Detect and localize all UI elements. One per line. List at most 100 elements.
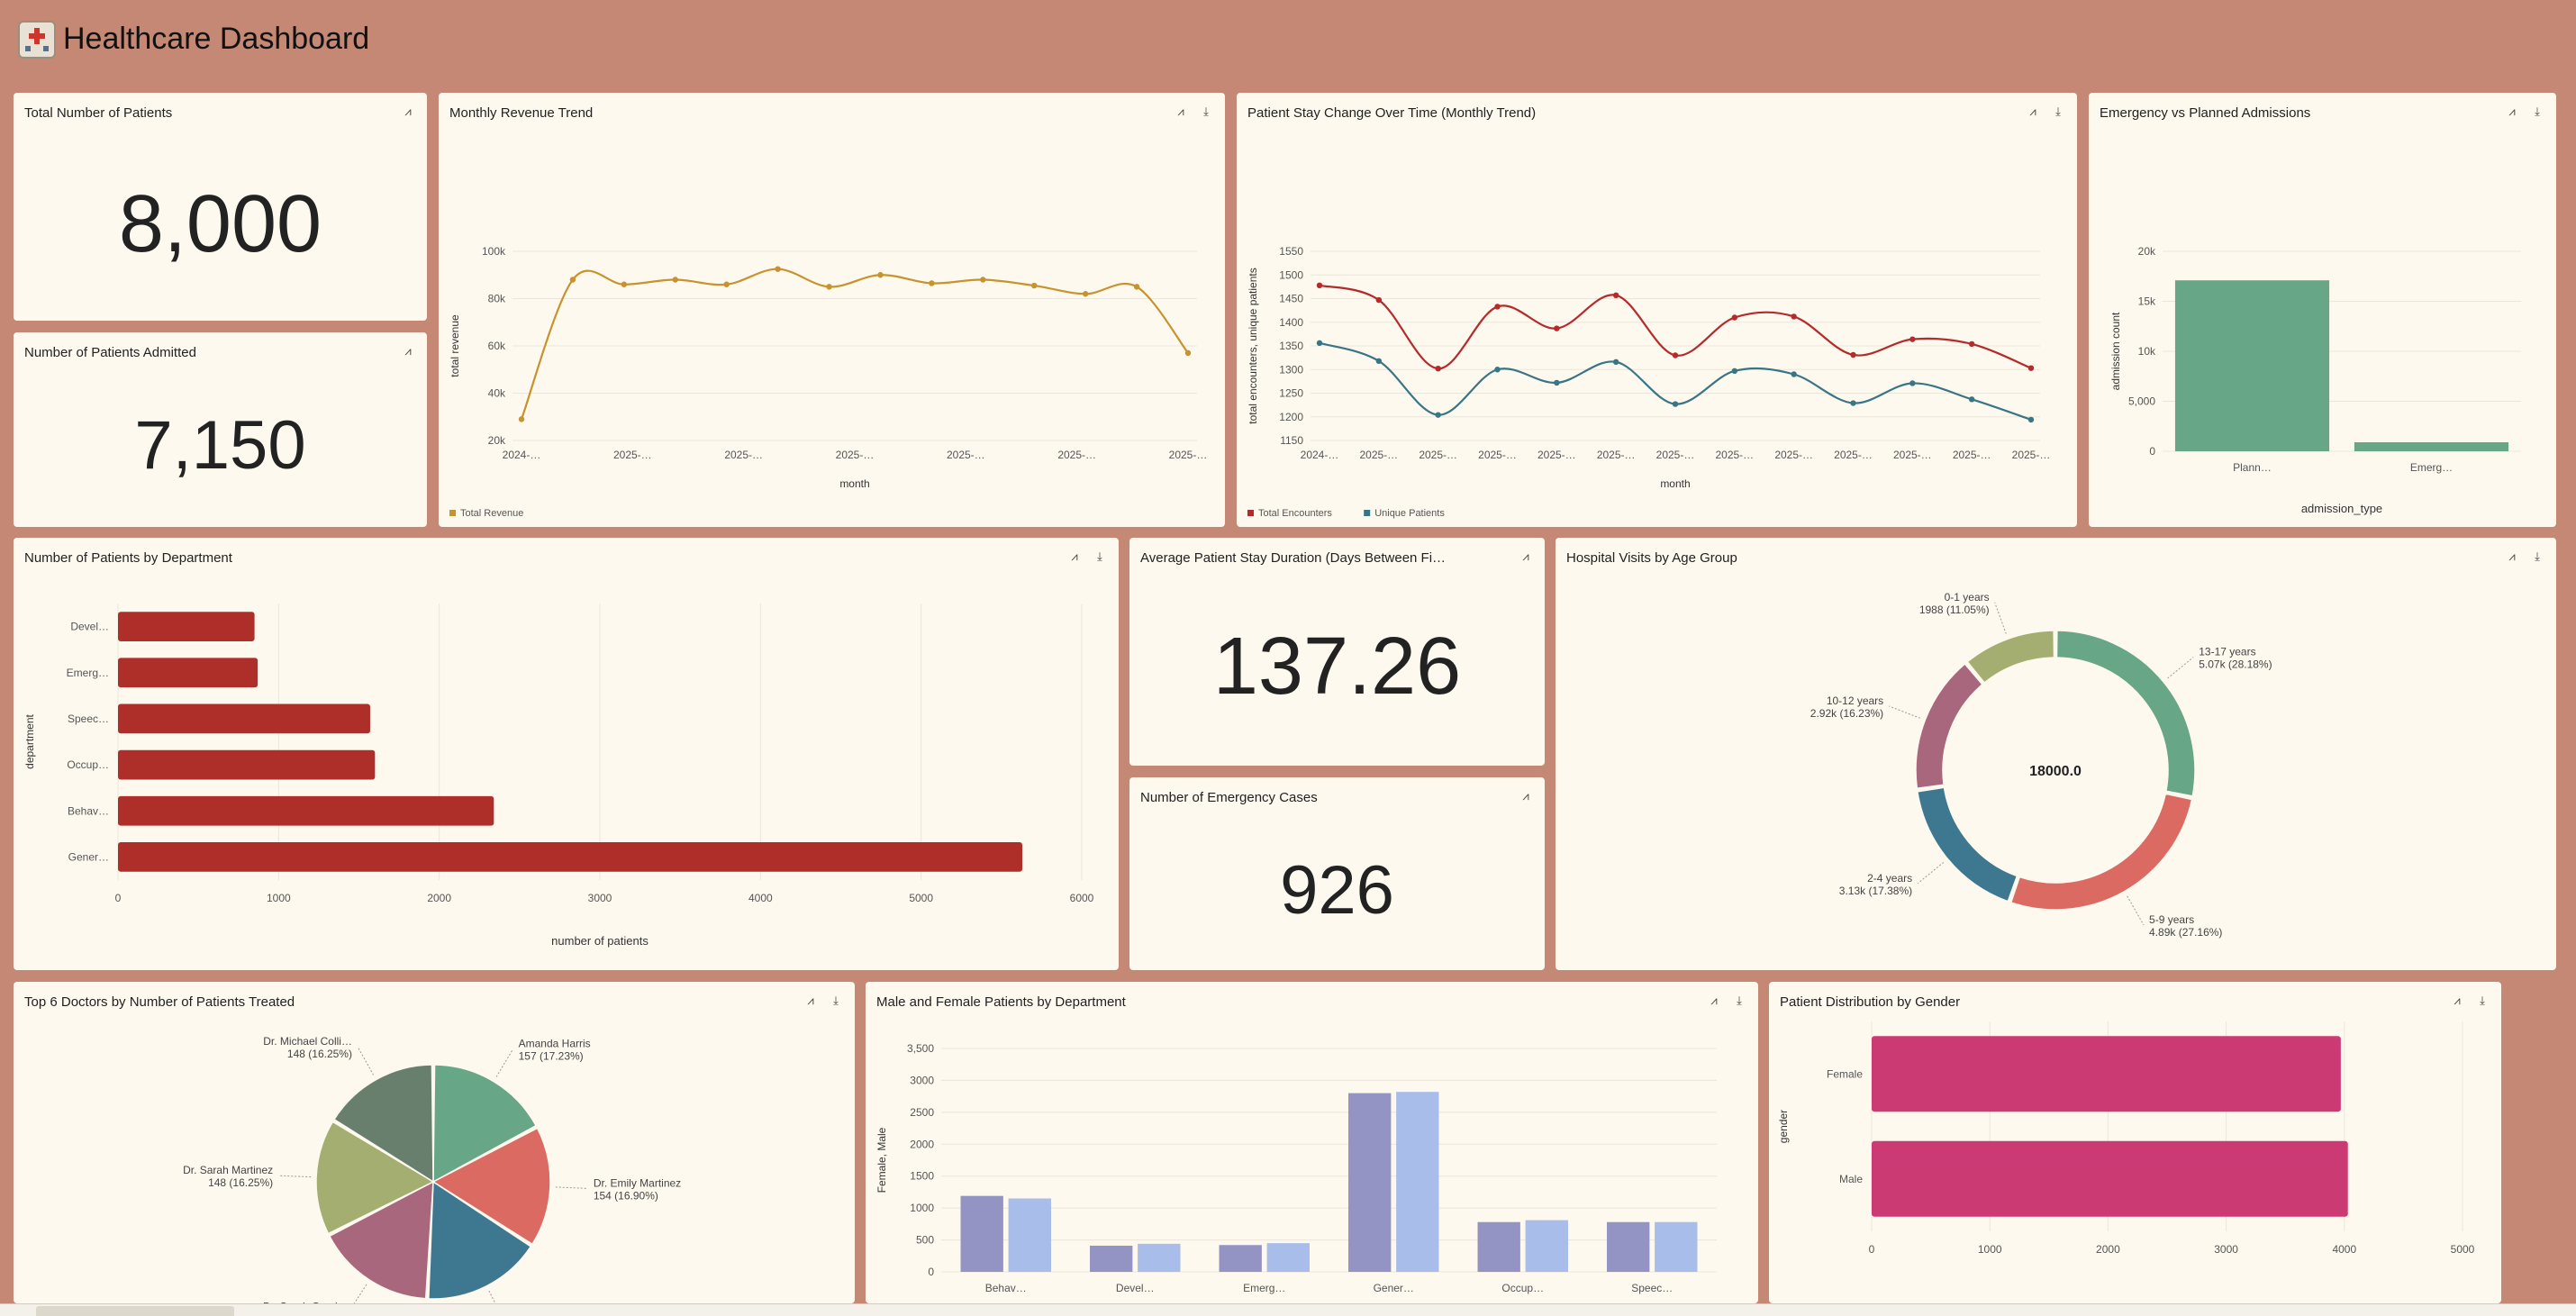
card-title: Patient Distribution by Gender bbox=[1780, 994, 1961, 1010]
x-tick-label: 2025-… bbox=[1953, 449, 1991, 461]
y-tick-label: Emerg… bbox=[67, 667, 109, 679]
data-point bbox=[1554, 325, 1560, 331]
label-leader bbox=[2127, 895, 2145, 926]
big-number: 8,000 bbox=[118, 179, 322, 269]
bar bbox=[1396, 1092, 1439, 1272]
card-title: Emergency vs Planned Admissions bbox=[2100, 105, 2311, 121]
bar bbox=[1477, 1221, 1520, 1272]
explore-icon[interactable]: ⩘ bbox=[1710, 994, 1718, 1007]
slice-value-label: 148 (16.25%) bbox=[208, 1176, 273, 1189]
explore-icon[interactable]: ⩘ bbox=[2508, 549, 2516, 563]
x-tick-label: 2025-… bbox=[836, 449, 875, 461]
x-tick-label: 0 bbox=[1869, 1243, 1875, 1256]
slice-value-label: 154 (16.90%) bbox=[594, 1189, 658, 1202]
bar bbox=[118, 795, 494, 826]
data-point bbox=[569, 277, 576, 283]
explore-icon[interactable]: ⩘ bbox=[2454, 994, 2461, 1007]
x-tick-label: 2025-… bbox=[1359, 449, 1398, 461]
download-icon[interactable]: ⤓ bbox=[2535, 104, 2540, 118]
data-point bbox=[980, 277, 986, 283]
data-point bbox=[877, 272, 884, 278]
bottom-tab[interactable] bbox=[36, 1306, 234, 1316]
x-tick-label: 2025-… bbox=[1893, 449, 1932, 461]
explore-icon[interactable]: ⩘ bbox=[807, 994, 814, 1007]
data-point bbox=[1375, 358, 1383, 364]
dashboard-title: Healthcare Dashboard bbox=[63, 22, 370, 56]
card-title: Number of Patients Admitted bbox=[24, 345, 196, 360]
admissions-bar-chart: 0 5,000 10k 15k 20k Plann… Emerg… admission_typ… bbox=[2109, 245, 2521, 515]
big-number: 137.26 bbox=[1212, 622, 1462, 712]
x-tick-label: 2025-… bbox=[1478, 449, 1517, 461]
explore-icon[interactable]: ⩘ bbox=[2508, 104, 2516, 118]
download-icon[interactable]: ⤓ bbox=[1097, 549, 1102, 563]
download-icon[interactable]: ⤓ bbox=[833, 994, 839, 1007]
explore-icon[interactable]: ⩘ bbox=[1522, 789, 1529, 803]
x-tick-label: Plann… bbox=[2233, 461, 2272, 474]
download-icon[interactable]: ⤓ bbox=[1203, 104, 1209, 118]
y-tick-label: 1500 bbox=[910, 1170, 934, 1183]
y-axis-label: department bbox=[23, 713, 36, 768]
x-axis-label: month bbox=[839, 477, 869, 490]
y-tick-label: 1000 bbox=[910, 1202, 934, 1214]
pie-slice bbox=[315, 1121, 435, 1235]
data-point bbox=[1672, 352, 1679, 358]
card-gender-dept: Male and Female Patients by Department ⩘… bbox=[866, 982, 1758, 1303]
data-point bbox=[1133, 284, 1140, 290]
y-tick-label: Female bbox=[1827, 1067, 1863, 1080]
explore-icon[interactable]: ⩘ bbox=[1177, 104, 1184, 118]
slice-value-label: 4.89k (27.16%) bbox=[2149, 926, 2222, 939]
big-number: 926 bbox=[1280, 852, 1394, 929]
explore-icon[interactable]: ⩘ bbox=[404, 104, 412, 118]
download-icon[interactable]: ⤓ bbox=[2535, 549, 2540, 563]
revenue-line-chart: 20k 40k 60k 80k 100k 2024-… 2025-… 2025-… 2025-…… bbox=[449, 245, 1208, 519]
x-axis-label: admission_type bbox=[2301, 502, 2382, 515]
pie-slice bbox=[431, 1127, 551, 1246]
pie-slice bbox=[328, 1180, 434, 1300]
data-point bbox=[1435, 412, 1441, 418]
x-tick-label: 2025-… bbox=[1057, 449, 1096, 461]
x-tick-label: 2025-… bbox=[1169, 449, 1208, 461]
y-tick-label: 40k bbox=[488, 387, 506, 400]
data-point bbox=[621, 281, 628, 287]
data-point bbox=[1316, 340, 1323, 347]
y-tick-label: 20k bbox=[488, 434, 506, 447]
label-leader bbox=[1917, 861, 1945, 885]
download-icon[interactable]: ⤓ bbox=[2480, 994, 2485, 1007]
explore-icon[interactable]: ⩘ bbox=[1522, 549, 1529, 563]
card-title: Number of Patients by Department bbox=[24, 550, 232, 566]
card-total-patients: Total Number of Patients ⩘ 8,000 bbox=[14, 93, 427, 321]
card-emergency-cases: Number of Emergency Cases ⩘ 926 bbox=[1129, 777, 1545, 970]
x-tick-label: 3000 bbox=[2214, 1243, 2238, 1256]
explore-icon[interactable]: ⩘ bbox=[2029, 104, 2036, 118]
x-tick-label: 3000 bbox=[588, 892, 612, 904]
x-tick-label: 2025-… bbox=[1834, 449, 1873, 461]
card-title: Monthly Revenue Trend bbox=[449, 105, 594, 121]
data-point bbox=[1082, 291, 1089, 297]
card-patients-admitted: Number of Patients Admitted ⩘ 7,150 bbox=[14, 332, 427, 527]
slice-value-label: 5.07k (28.18%) bbox=[2199, 658, 2272, 671]
y-tick-label: 0 bbox=[2149, 445, 2155, 458]
y-tick-label: Occup… bbox=[67, 758, 109, 771]
slice-name-label: 10-12 years bbox=[1827, 694, 1883, 707]
card-title: Male and Female Patients by Department bbox=[876, 994, 1126, 1010]
hospital-icon bbox=[18, 21, 56, 59]
pie-slice bbox=[1966, 630, 2055, 685]
series-line bbox=[520, 268, 1189, 420]
label-leader bbox=[1994, 602, 2007, 634]
data-point bbox=[1612, 358, 1619, 366]
bar bbox=[1348, 1093, 1392, 1272]
bar bbox=[1872, 1036, 2341, 1112]
download-icon[interactable]: ⤓ bbox=[1737, 994, 1742, 1007]
x-tick-label: 2025-… bbox=[1774, 449, 1813, 461]
slice-name-label: Dr. Michael Colli… bbox=[263, 1035, 352, 1048]
explore-icon[interactable]: ⩘ bbox=[404, 344, 412, 358]
x-tick-label: 4000 bbox=[2332, 1243, 2356, 1256]
card-admissions: Emergency vs Planned Admissions ⩘ ⤓ 0 5,0… bbox=[2089, 93, 2556, 527]
data-point bbox=[1731, 368, 1738, 375]
bar bbox=[1138, 1243, 1181, 1272]
download-icon[interactable]: ⤓ bbox=[2055, 104, 2061, 118]
explore-icon[interactable]: ⩘ bbox=[1071, 549, 1078, 563]
data-point bbox=[672, 277, 678, 283]
data-point bbox=[723, 281, 730, 287]
